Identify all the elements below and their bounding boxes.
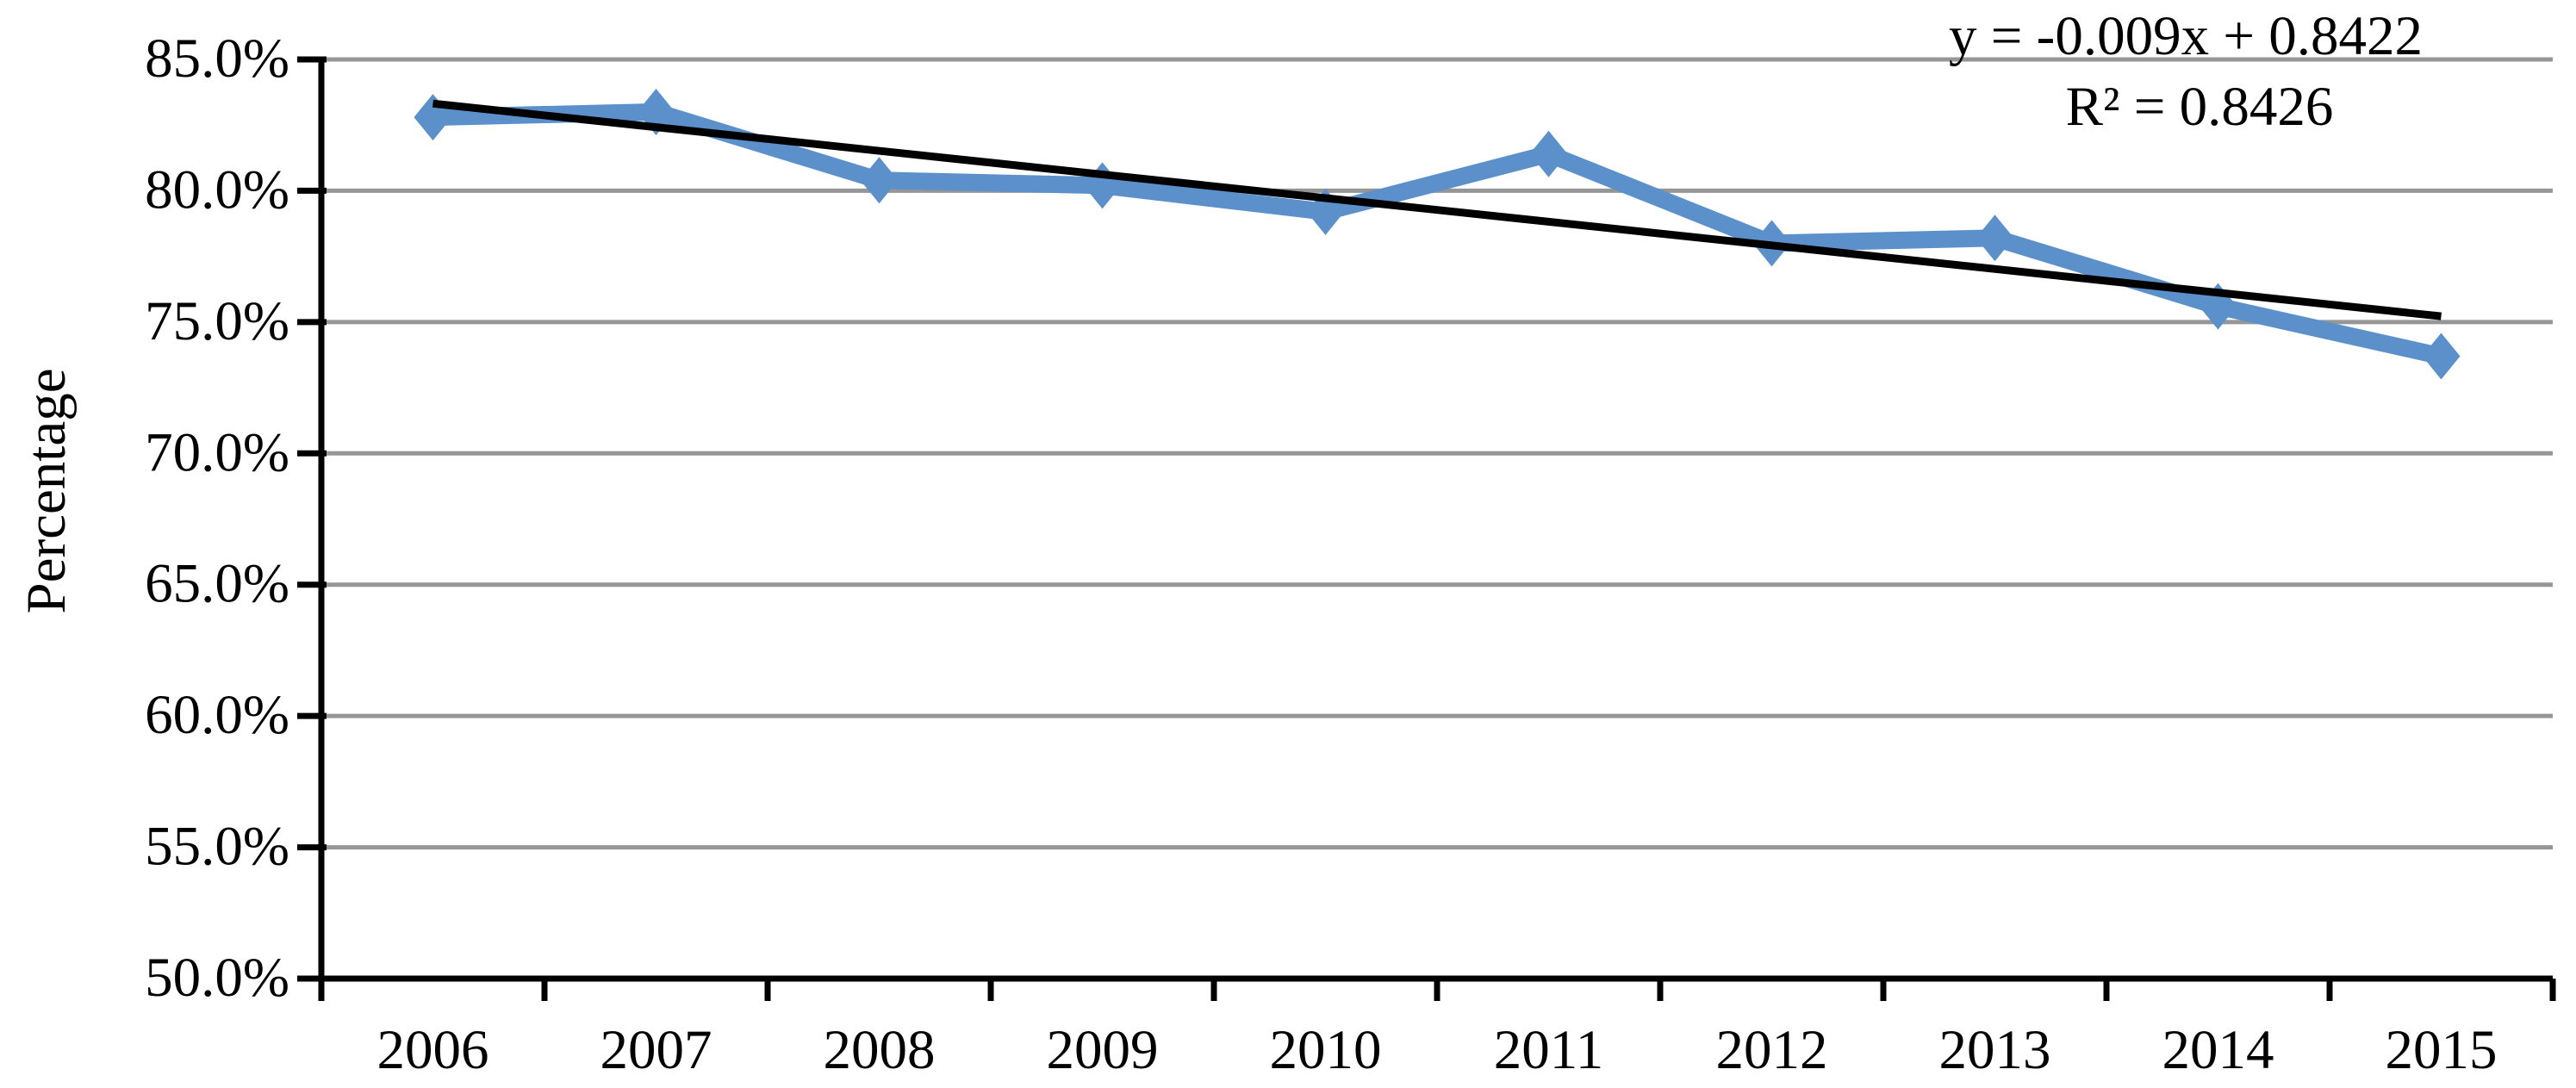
y-tick-label: 65.0% <box>145 553 289 615</box>
x-tick-label: 2008 <box>824 1019 936 1081</box>
y-tick-label: 85.0% <box>145 28 289 90</box>
y-tick-label: 80.0% <box>145 159 289 221</box>
data-point-marker <box>414 94 452 141</box>
x-tick-label: 2007 <box>600 1019 712 1081</box>
x-tick-label: 2015 <box>2386 1019 2498 1081</box>
series-line <box>432 103 2443 365</box>
data-point-marker <box>1529 130 1568 177</box>
x-tick-label: 2006 <box>377 1019 489 1081</box>
trendline <box>432 99 2442 320</box>
y-axis-title: Percentage <box>16 368 78 613</box>
x-tick-label: 2012 <box>1716 1019 1828 1081</box>
x-tick-label: 2013 <box>1939 1019 2051 1081</box>
data-point-marker <box>1976 214 2014 262</box>
data-point-marker <box>2422 333 2461 380</box>
y-tick-label: 75.0% <box>145 290 289 352</box>
x-tick-label: 2014 <box>2162 1019 2274 1081</box>
y-tick-label: 50.0% <box>145 947 289 1009</box>
x-tick-label: 2009 <box>1047 1019 1159 1081</box>
x-tick-label: 2011 <box>1494 1019 1604 1081</box>
data-point-marker <box>860 157 899 204</box>
trendline-equation-label: y = -0.009x + 0.8422 <box>1949 5 2423 67</box>
x-tick-label: 2010 <box>1270 1019 1382 1081</box>
y-tick-label: 60.0% <box>145 684 289 746</box>
trendline-r-squared-label: R² = 0.8426 <box>2066 76 2334 138</box>
y-tick-label: 70.0% <box>145 421 289 483</box>
y-tick-label: 55.0% <box>145 816 289 878</box>
